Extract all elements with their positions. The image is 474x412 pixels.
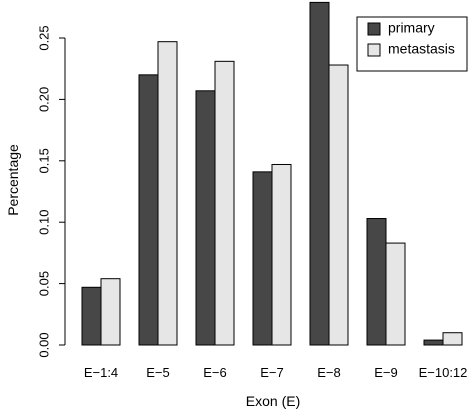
y-tick-label-3: 0.15 (36, 148, 51, 173)
y-tick-label-1: 0.05 (36, 271, 51, 296)
x-tick-label-6: E−10:12 (419, 365, 468, 380)
y-tick-label-2: 0.10 (36, 210, 51, 235)
x-tick-label-2: E−6 (203, 365, 227, 380)
bar-metastasis-0 (100, 278, 121, 346)
bar-primary-6 (423, 339, 444, 346)
y-tick-label-5: 0.25 (36, 25, 51, 50)
x-tick-label-1: E−5 (146, 365, 170, 380)
x-tick-label-4: E−8 (317, 365, 341, 380)
x-axis-label: Exon (E) (246, 393, 300, 409)
bar-metastasis-2 (214, 60, 235, 346)
x-tick-label-3: E−7 (260, 365, 284, 380)
bar-primary-2 (195, 90, 216, 346)
legend-label-primary: primary (388, 20, 435, 36)
bar-metastasis-6 (442, 332, 463, 346)
bar-primary-1 (138, 74, 159, 346)
bar-primary-3 (252, 171, 273, 346)
y-axis: 0.00 0.05 0.10 0.15 0.20 0.25 (36, 25, 66, 358)
bar-primary-4 (309, 1, 330, 346)
x-tick-label-0: E−1:4 (84, 365, 118, 380)
bar-metastasis-3 (271, 163, 292, 346)
x-tick-label-5: E−9 (374, 365, 398, 380)
legend: primary metastasis (356, 16, 468, 72)
bars-group (81, 1, 463, 346)
y-tick-label-0: 0.00 (36, 332, 51, 357)
legend-swatch-metastasis (367, 43, 381, 57)
y-axis-label: Percentage (5, 144, 21, 216)
x-axis: E−1:4 E−5 E−6 E−7 E−8 E−9 E−10:12 (84, 365, 468, 380)
bar-primary-5 (366, 218, 387, 346)
bar-metastasis-5 (385, 242, 406, 346)
bar-primary-0 (81, 286, 102, 346)
legend-swatch-primary (367, 22, 381, 36)
legend-label-metastasis: metastasis (388, 41, 455, 57)
bar-metastasis-4 (328, 64, 349, 346)
bar-metastasis-1 (157, 41, 178, 346)
y-tick-label-4: 0.20 (36, 87, 51, 112)
